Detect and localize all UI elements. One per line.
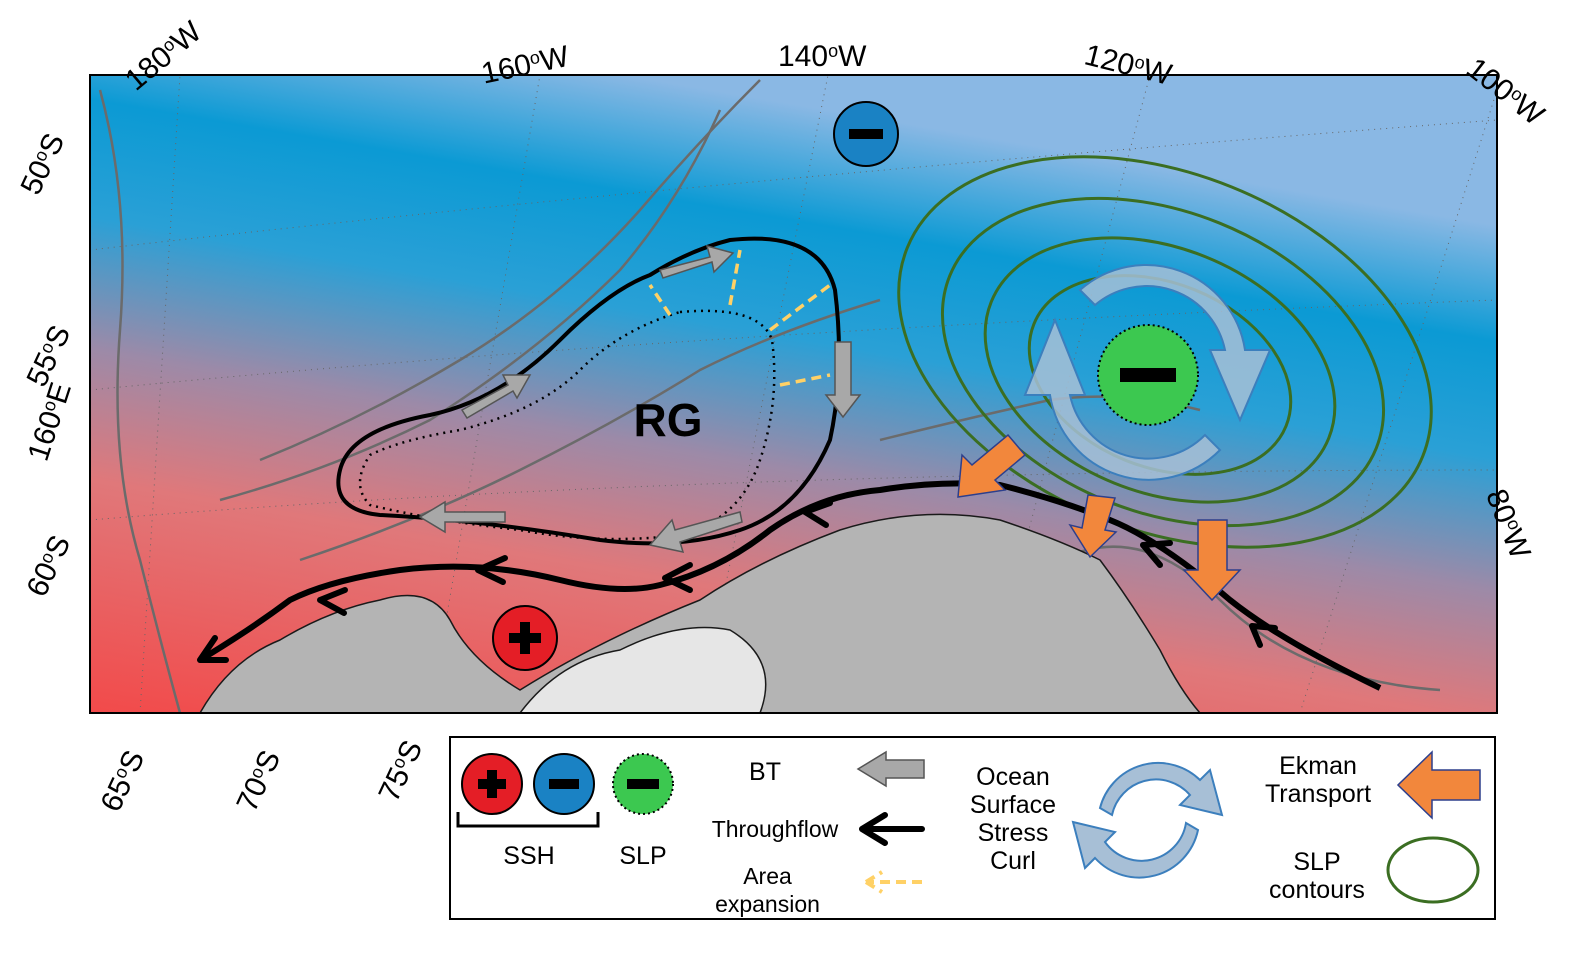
stress-curl-arrows bbox=[1023, 264, 1272, 481]
legend-area-expansion-arrow-icon bbox=[864, 870, 922, 894]
legend-area-expansion-label: Area expansion bbox=[715, 863, 820, 917]
legend-throughflow-arrow-icon bbox=[859, 812, 925, 846]
ssh-high-marker bbox=[492, 605, 558, 671]
throughflow-path bbox=[198, 480, 1382, 691]
ice-shelf bbox=[519, 626, 767, 713]
lon-label-140w: 140oW bbox=[778, 40, 867, 73]
legend-stress-curl-label: Ocean Surface Stress Curl bbox=[969, 763, 1057, 875]
legend-slp-label: SLP bbox=[619, 842, 667, 870]
gyre-boundary-previous bbox=[358, 309, 776, 541]
area-expansion-arrows bbox=[648, 249, 832, 387]
legend-ekman-label: Ekman Transport bbox=[1264, 752, 1372, 808]
legend-bt-label: BT bbox=[749, 758, 781, 786]
legend-slp-contour-icon bbox=[1386, 836, 1480, 904]
legend-ssh-low-icon bbox=[533, 753, 595, 815]
slp-low-marker bbox=[1097, 324, 1199, 426]
legend-slp-icon bbox=[612, 753, 674, 815]
region-label: RG bbox=[634, 394, 703, 446]
legend-stress-curl-icon bbox=[1071, 762, 1224, 879]
map-frame bbox=[89, 74, 1498, 714]
legend-ekman-arrow-icon bbox=[1396, 750, 1481, 820]
legend-slp-contours-label: SLP contours bbox=[1269, 848, 1365, 904]
throughflow-arrowheads bbox=[197, 500, 1278, 663]
antarctica-land bbox=[199, 513, 1201, 713]
legend-ssh-label: SSH bbox=[503, 842, 555, 870]
legend-ssh-high-icon bbox=[461, 753, 523, 815]
ssh-low-marker bbox=[833, 101, 899, 167]
legend-ssh-bracket bbox=[456, 812, 600, 828]
legend-throughflow-label: Throughflow bbox=[711, 816, 839, 842]
ekman-arrows bbox=[957, 433, 1242, 602]
bt-arrows bbox=[418, 244, 862, 553]
legend-bt-arrow-icon bbox=[856, 750, 925, 788]
